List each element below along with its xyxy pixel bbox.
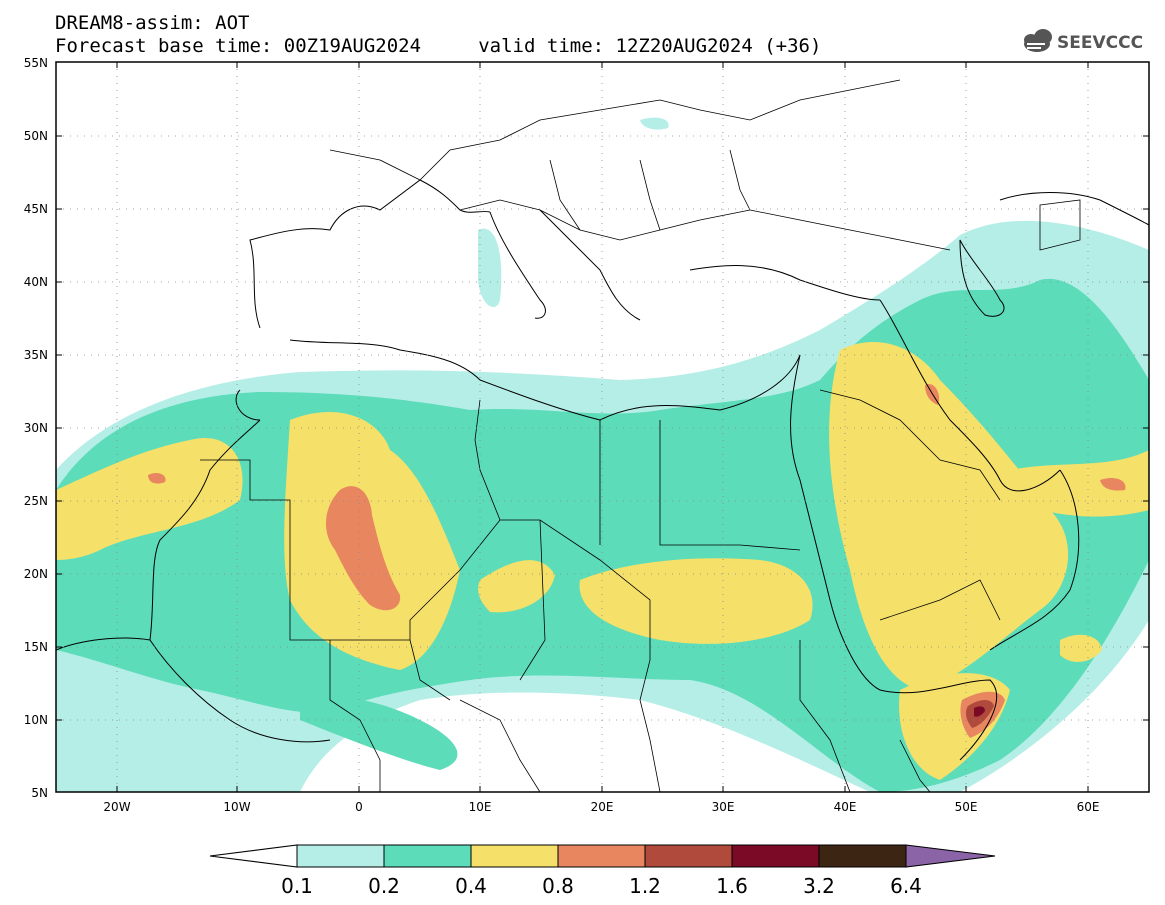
lat-label: 5N xyxy=(31,786,48,800)
lat-label: 20N xyxy=(24,567,48,581)
aot-band-1.6 xyxy=(974,706,985,717)
lon-labels: 20W 10W 0 10E 20E 30E 40E 50E 60E xyxy=(103,800,1099,814)
colorbar-label: 0.2 xyxy=(368,874,400,898)
lon-label: 10W xyxy=(223,800,250,814)
seevccc-logo: SEEVCCC xyxy=(1024,29,1143,53)
lat-label: 35N xyxy=(24,348,48,362)
aot-band-0.8 xyxy=(325,486,401,611)
colorbar-box xyxy=(557,844,646,868)
colorbar-label: 3.2 xyxy=(803,874,835,898)
logo-text: SEEVCCC xyxy=(1057,33,1143,53)
colorbar-box xyxy=(818,844,907,868)
graticule xyxy=(56,62,1149,792)
colorbar-label: 0.4 xyxy=(455,874,487,898)
lat-label: 50N xyxy=(24,129,48,143)
lat-label: 30N xyxy=(24,421,48,435)
lon-label: 10E xyxy=(469,800,492,814)
lon-label: 20E xyxy=(591,800,614,814)
coastlines xyxy=(56,179,1149,761)
colorbar-box xyxy=(383,844,472,868)
lon-label: 30E xyxy=(712,800,735,814)
lat-label: 10N xyxy=(24,713,48,727)
map-title: DREAM8-assim: AOT xyxy=(55,12,250,34)
lat-label: 55N xyxy=(24,56,48,70)
colorbar-label: 1.2 xyxy=(629,874,661,898)
colorbar-lower-arrow xyxy=(209,844,298,868)
lat-label: 45N xyxy=(24,202,48,216)
colorbar-box xyxy=(296,844,385,868)
borders xyxy=(200,79,1081,792)
lat-label: 40N xyxy=(24,275,48,289)
colorbar-label: 6.4 xyxy=(890,874,922,898)
lon-label: 40E xyxy=(834,800,857,814)
lon-label: 0 xyxy=(355,800,363,814)
colorbar-box xyxy=(470,844,559,868)
axis-ticks xyxy=(56,61,1149,793)
colorbar-upper-arrow xyxy=(905,844,996,868)
forecast-time-line: Forecast base time: 00Z19AUG2024 valid t… xyxy=(55,35,822,57)
lon-label: 20W xyxy=(103,800,130,814)
colorbar-label: 0.1 xyxy=(281,874,313,898)
lat-label: 25N xyxy=(24,494,48,508)
colorbar-label: 1.6 xyxy=(716,874,748,898)
lat-label: 15N xyxy=(24,640,48,654)
aot-field xyxy=(56,117,1149,792)
lon-label: 60E xyxy=(1077,800,1100,814)
colorbar: 0.1 0.2 0.4 0.8 1.2 1.6 3.2 6.4 xyxy=(209,844,996,898)
colorbar-label: 0.8 xyxy=(542,874,574,898)
lat-labels: 55N 50N 45N 40N 35N 30N 25N 20N 15N 10N … xyxy=(24,56,48,800)
colorbar-box xyxy=(644,844,733,868)
colorbar-box xyxy=(731,844,820,868)
lon-label: 50E xyxy=(955,800,978,814)
